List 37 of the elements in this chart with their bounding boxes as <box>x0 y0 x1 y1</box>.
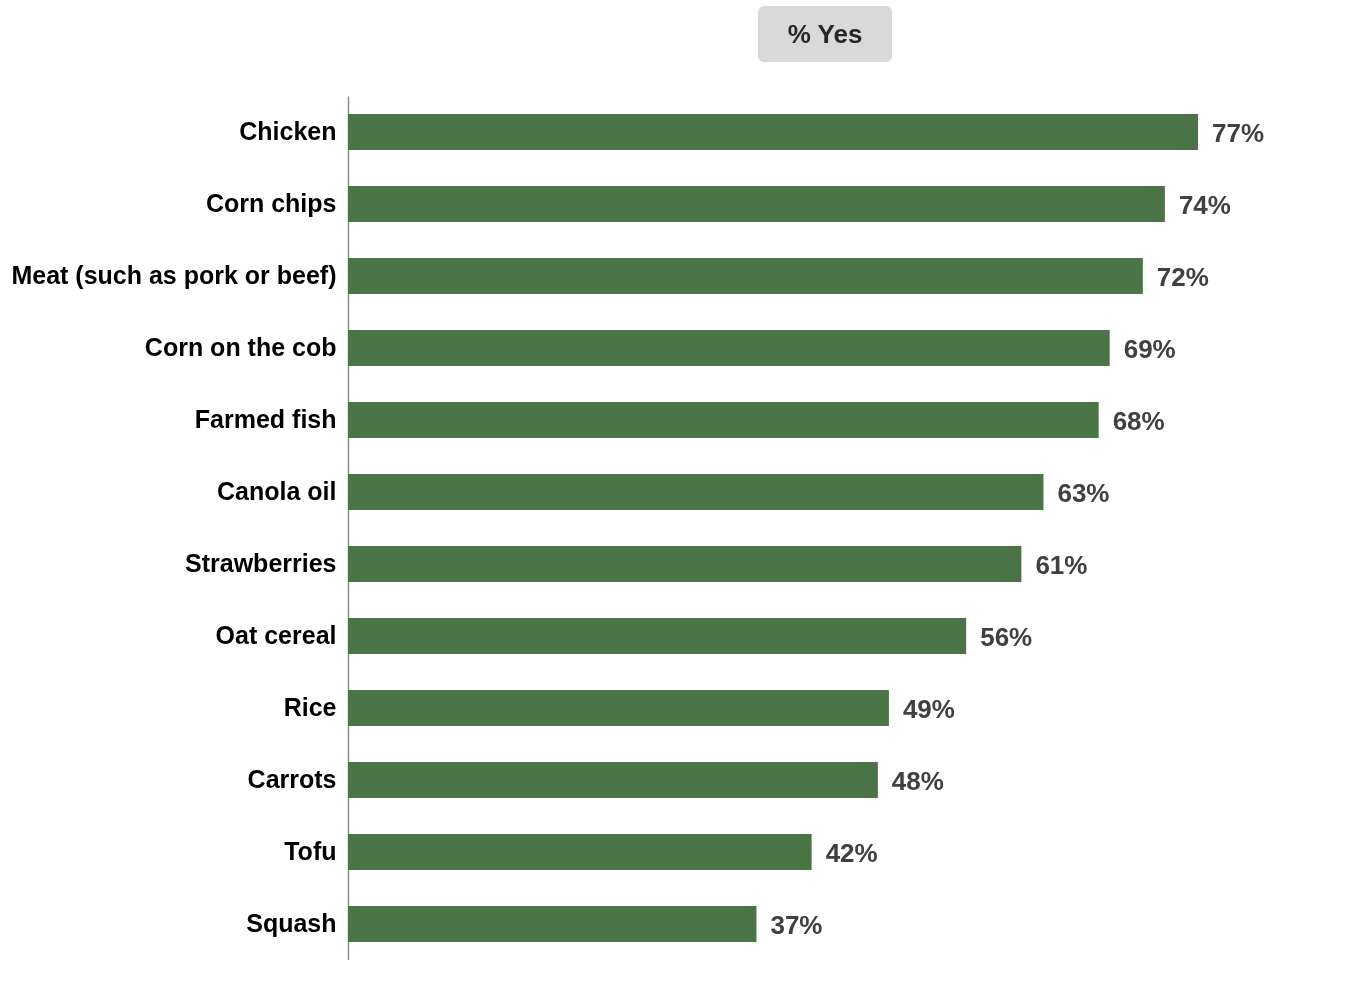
chart-title: % Yes <box>758 6 892 62</box>
bar <box>348 906 757 942</box>
bar <box>348 762 878 798</box>
data-label: 37% <box>770 910 823 940</box>
bar <box>348 258 1143 294</box>
y-tick-label: Rice <box>283 693 337 721</box>
data-label: 68% <box>1112 406 1165 436</box>
bar <box>348 474 1044 510</box>
y-tick-label: Canola oil <box>217 477 337 505</box>
bar <box>348 114 1198 150</box>
data-label: 49% <box>902 694 955 724</box>
y-tick-label: Chicken <box>239 117 337 145</box>
y-tick-label: Farmed fish <box>194 405 337 433</box>
data-label: 63% <box>1057 478 1110 508</box>
data-label: 74% <box>1178 190 1231 220</box>
data-label: 61% <box>1035 550 1088 580</box>
bar <box>348 186 1165 222</box>
data-label: 72% <box>1156 262 1209 292</box>
y-tick-label: Meat (such as pork or beef) <box>11 261 337 289</box>
y-tick-label: Squash <box>246 909 337 937</box>
y-tick-label: Corn chips <box>205 189 337 217</box>
y-tick-label: Carrots <box>247 765 337 793</box>
y-tick-label: Tofu <box>284 837 337 865</box>
y-tick-label: Strawberries <box>185 549 337 577</box>
data-label: 56% <box>980 622 1033 652</box>
bar <box>348 546 1022 582</box>
y-tick-label: Corn on the cob <box>144 333 337 361</box>
bar <box>348 834 812 870</box>
bar <box>348 402 1099 438</box>
data-label: 42% <box>825 838 878 868</box>
y-tick-label: Oat cereal <box>215 621 337 649</box>
data-label: 69% <box>1123 334 1176 364</box>
bar <box>348 690 889 726</box>
bar <box>348 330 1110 366</box>
data-label: 48% <box>891 766 944 796</box>
data-label: 77% <box>1212 118 1265 148</box>
bar <box>348 618 967 654</box>
